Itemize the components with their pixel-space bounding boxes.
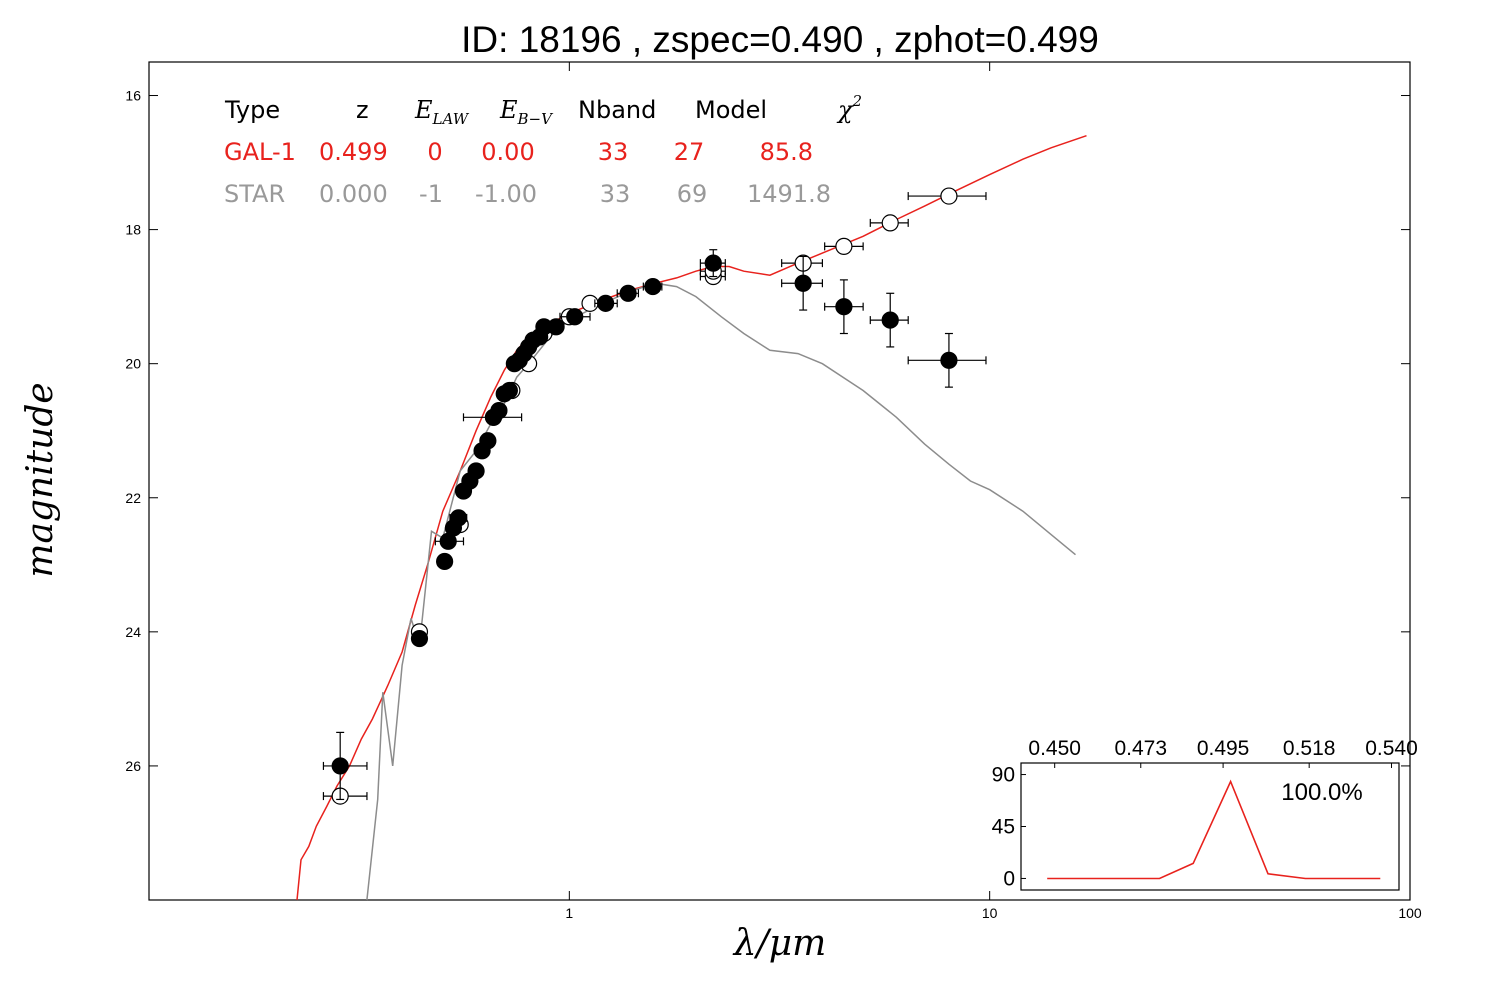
y-tick-label: 22 — [125, 490, 141, 506]
y-tick-label: 16 — [125, 88, 141, 104]
plot-frame — [148, 61, 1411, 901]
axis-ticks: 1 10 100 16 18 20 22 24 26 — [125, 62, 1422, 921]
table-header-nband: Nband — [578, 96, 656, 124]
y-axis-label: magnitude — [20, 382, 61, 577]
x-axis-label: λ/μm — [732, 923, 826, 964]
y-tick-label: 18 — [125, 222, 141, 238]
inset-top-tick-label: 0.495 — [1197, 737, 1250, 760]
observed-flux-point — [642, 277, 663, 296]
star-type: STAR — [224, 180, 285, 208]
star-model: 69 — [677, 180, 708, 208]
observed-flux-point — [616, 284, 640, 302]
observed-marker — [410, 629, 429, 648]
inset-percent-label: 100.0% — [1281, 779, 1362, 806]
inset-y-tick-label: 0 — [1003, 867, 1015, 890]
observed-flux-point — [473, 442, 491, 460]
redshift-pdf-inset: 0.450 0.473 0.495 0.518 0.540 0 45 90 100.0% — [992, 737, 1418, 891]
star-nband: 33 — [600, 180, 631, 208]
table-header-elaw: ELAW — [414, 96, 470, 128]
x-tick-label: 1 — [565, 905, 573, 921]
x-tick-label: 10 — [982, 905, 998, 921]
star-chi2: 1491.8 — [747, 180, 831, 208]
y-tick-label: 24 — [125, 624, 141, 640]
observed-marker — [835, 298, 853, 316]
observed-marker — [566, 308, 584, 326]
observed-flux-point — [410, 629, 429, 648]
chart-title: ID: 18196 , zspec=0.490 , zphot=0.499 — [461, 19, 1099, 60]
observed-flux-point — [436, 552, 454, 571]
star-ebv: -1.00 — [475, 180, 537, 208]
observed-marker — [644, 277, 662, 296]
table-header-model: Model — [695, 96, 767, 124]
observed-marker — [794, 274, 812, 292]
observed-marker — [597, 294, 615, 312]
x-tick-label: 100 — [1398, 905, 1422, 921]
observed-flux-point — [781, 255, 823, 311]
y-tick-label: 26 — [125, 758, 141, 774]
inset-y-tick-label: 45 — [992, 816, 1015, 839]
observed-flux-point — [490, 402, 508, 420]
gal-1-sed-line — [296, 134, 1087, 901]
observed-flux-point — [449, 509, 468, 527]
observed-flux-point — [907, 332, 987, 388]
photometry-points — [322, 187, 987, 805]
table-header-chi2: χ2 — [836, 92, 862, 124]
gal-elaw: 0 — [427, 138, 442, 166]
inset-y-tick-label: 90 — [992, 764, 1015, 787]
observed-flux-point — [467, 462, 485, 480]
gal-model: 27 — [674, 138, 705, 166]
inset-top-tick-label: 0.540 — [1365, 737, 1418, 760]
observed-marker — [490, 402, 508, 420]
observed-marker — [500, 381, 518, 400]
inset-pdf-line — [1047, 779, 1381, 880]
observed-marker — [436, 552, 454, 571]
inset-top-tick-label: 0.473 — [1114, 737, 1167, 760]
star-sed-line — [366, 282, 1076, 901]
gal-nband: 33 — [598, 138, 629, 166]
observed-marker — [449, 509, 468, 527]
inset-ticks: 0.450 0.473 0.495 0.518 0.540 0 45 90 — [992, 737, 1418, 890]
gal-z: 0.499 — [319, 138, 388, 166]
y-tick-label: 20 — [125, 356, 141, 372]
observed-flux-point — [547, 318, 565, 336]
observed-marker — [467, 462, 485, 480]
observed-marker — [881, 311, 899, 329]
observed-marker — [704, 254, 722, 272]
model-flux-point — [824, 237, 864, 255]
star-elaw: -1 — [419, 180, 443, 208]
observed-marker — [619, 284, 637, 302]
observed-flux-point — [434, 532, 465, 550]
observed-flux-point — [500, 381, 518, 400]
inset-top-tick-label: 0.518 — [1283, 737, 1336, 760]
gal-ebv: 0.00 — [481, 138, 534, 166]
star-z: 0.000 — [319, 180, 388, 208]
model-flux-point — [907, 187, 987, 205]
table-header-ebv: EB−V — [499, 96, 554, 128]
model-flux-point — [869, 214, 909, 232]
observed-flux-point — [824, 279, 864, 335]
model-marker — [940, 187, 958, 205]
observed-marker — [331, 757, 349, 775]
observed-marker — [479, 432, 497, 450]
observed-marker — [547, 318, 565, 336]
sed-lines — [296, 134, 1087, 901]
observed-flux-point — [559, 308, 591, 326]
model-marker — [881, 214, 899, 232]
observed-marker — [940, 351, 958, 369]
observed-flux-point — [479, 432, 497, 450]
observed-flux-point — [594, 294, 618, 312]
gal-chi2: 85.8 — [760, 138, 813, 166]
observed-flux-point — [699, 249, 726, 278]
observed-flux-point — [322, 731, 368, 801]
gal-type: GAL-1 — [224, 138, 296, 166]
inset-top-tick-label: 0.450 — [1028, 737, 1081, 760]
model-marker — [835, 237, 853, 255]
model-flux-point — [781, 254, 823, 272]
observed-flux-point — [869, 292, 909, 348]
fit-summary-table: Type z ELAW EB−V Nband Model χ2 GAL-1 0.… — [224, 92, 862, 208]
table-header-z: z — [356, 96, 369, 124]
table-header-type: Type — [224, 96, 280, 124]
